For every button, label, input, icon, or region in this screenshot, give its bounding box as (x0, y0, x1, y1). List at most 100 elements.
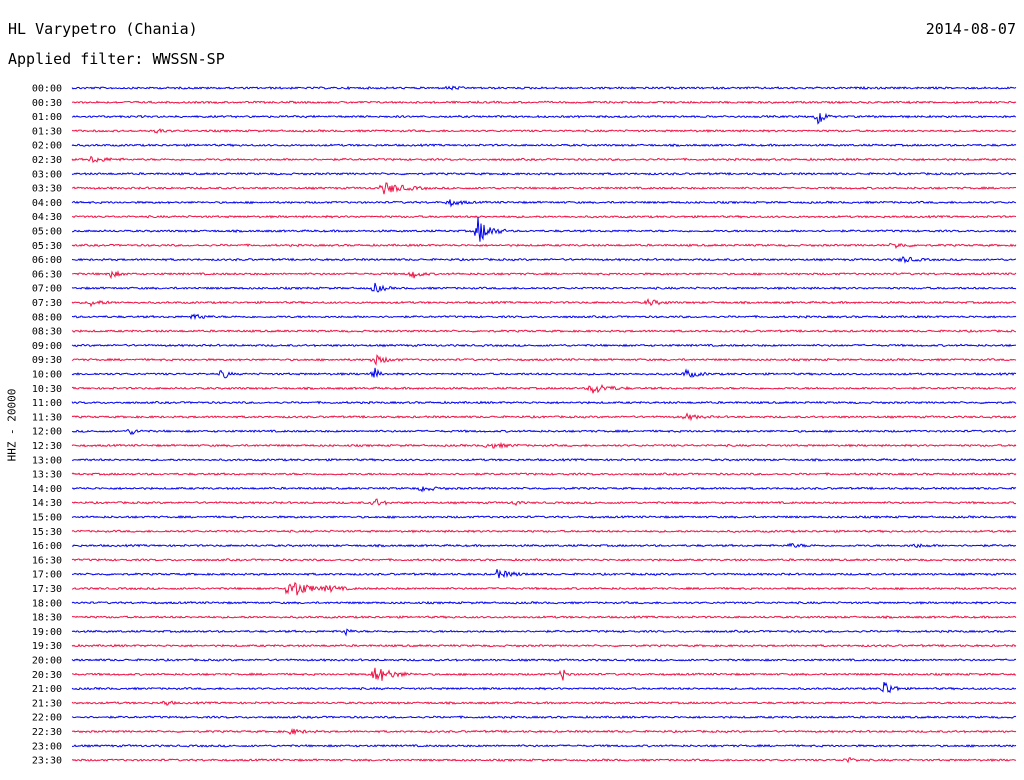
time-label: 21:30 (32, 698, 62, 709)
time-label: 17:00 (32, 570, 62, 581)
time-label: 11:30 (32, 412, 62, 423)
seismic-trace (71, 85, 1017, 91)
time-label: 05:00 (32, 227, 62, 238)
time-label: 22:00 (32, 713, 62, 724)
seismic-trace (71, 628, 1017, 637)
filter-label: Applied filter: WWSSN-SP (8, 50, 225, 68)
seismic-trace (71, 242, 1017, 250)
time-label: 16:30 (32, 555, 62, 566)
time-label: 04:00 (32, 198, 62, 209)
seismic-trace (72, 216, 1017, 242)
seismic-trace (71, 514, 1017, 519)
time-label: 05:30 (32, 241, 62, 252)
time-label: 17:30 (32, 584, 62, 595)
seismic-trace (71, 756, 1016, 764)
time-label: 20:30 (32, 670, 62, 681)
time-label: 07:00 (32, 284, 62, 295)
time-label: 02:00 (32, 141, 62, 152)
seismic-trace (71, 354, 1017, 366)
seismic-trace (72, 569, 1017, 579)
seismic-trace (71, 367, 1017, 379)
date-label: 2014-08-07 (925, 20, 1016, 38)
time-label: 00:30 (32, 98, 62, 109)
seismic-trace (71, 343, 1017, 348)
time-label: 08:30 (32, 327, 62, 338)
seismic-trace (71, 313, 1017, 321)
time-label: 07:30 (32, 298, 62, 309)
time-label: 00:00 (32, 84, 62, 95)
seismic-trace (71, 143, 1017, 148)
seismic-trace (71, 214, 1017, 219)
seismic-trace (71, 657, 1017, 662)
seismic-trace (71, 727, 1017, 736)
seismic-trace (71, 199, 1017, 208)
time-label: 09:00 (32, 341, 62, 352)
seismic-trace (71, 270, 1017, 280)
time-label: 12:00 (32, 427, 62, 438)
seismic-trace (71, 128, 1017, 134)
station-title: HL Varypetro (Chania) (8, 20, 198, 38)
seismic-trace (71, 298, 1017, 308)
time-label: 08:00 (32, 312, 62, 323)
seismic-trace (71, 457, 1017, 462)
time-label: 19:30 (32, 641, 62, 652)
time-label: 01:30 (32, 126, 62, 137)
seismic-trace (71, 428, 1017, 436)
seismic-trace (71, 112, 1017, 125)
time-label: 03:30 (32, 184, 62, 195)
time-label: 09:30 (32, 355, 62, 366)
time-label: 11:00 (32, 398, 62, 409)
seismic-trace (71, 700, 1017, 706)
seismic-trace (71, 486, 1017, 493)
time-label: 22:30 (32, 727, 62, 738)
seismic-trace (71, 715, 1017, 720)
seismic-trace (71, 282, 1017, 293)
time-label: 06:30 (32, 269, 62, 280)
time-label: 18:30 (32, 613, 62, 624)
seismic-trace (71, 529, 1017, 534)
seismic-trace (71, 182, 1017, 195)
seismic-trace (71, 256, 1017, 264)
seismic-trace (71, 384, 1017, 394)
seismic-trace (71, 557, 1017, 562)
time-label: 14:00 (32, 484, 62, 495)
seismic-trace (71, 412, 1017, 422)
time-label: 10:30 (32, 384, 62, 395)
time-label: 19:00 (32, 627, 62, 638)
time-label: 06:00 (32, 255, 62, 266)
time-label: 01:00 (32, 112, 62, 123)
time-label: 03:00 (32, 169, 62, 180)
seismic-trace (71, 667, 1017, 681)
time-label: 14:30 (32, 498, 62, 509)
seismic-trace (71, 329, 1017, 334)
seismic-trace (71, 171, 1017, 176)
seismic-trace (71, 400, 1017, 405)
time-label: 12:30 (32, 441, 62, 452)
time-label: 13:30 (32, 470, 62, 481)
seismic-trace (71, 472, 1017, 476)
seismic-trace (71, 441, 1017, 450)
time-label: 16:00 (32, 541, 62, 552)
seismic-trace (72, 743, 1017, 748)
time-label: 18:00 (32, 598, 62, 609)
seismic-trace (71, 581, 1017, 596)
time-label: 15:30 (32, 527, 62, 538)
seismic-trace (71, 100, 1017, 105)
seismic-trace (71, 498, 1017, 507)
seismic-trace (72, 615, 1017, 620)
time-label: 20:00 (32, 656, 62, 667)
time-label: 13:00 (32, 455, 62, 466)
seismic-trace (71, 681, 1017, 694)
time-label: 21:00 (32, 684, 62, 695)
seismic-trace (71, 643, 1017, 648)
time-label: 23:00 (32, 741, 62, 752)
seismic-trace (71, 155, 1017, 163)
time-label: 02:30 (32, 155, 62, 166)
time-label: 04:30 (32, 212, 62, 223)
seismic-trace (71, 600, 1017, 605)
time-label: 23:30 (32, 756, 62, 767)
seismic-trace (71, 542, 1017, 549)
time-label: 15:00 (32, 513, 62, 524)
time-label: 10:00 (32, 370, 62, 381)
